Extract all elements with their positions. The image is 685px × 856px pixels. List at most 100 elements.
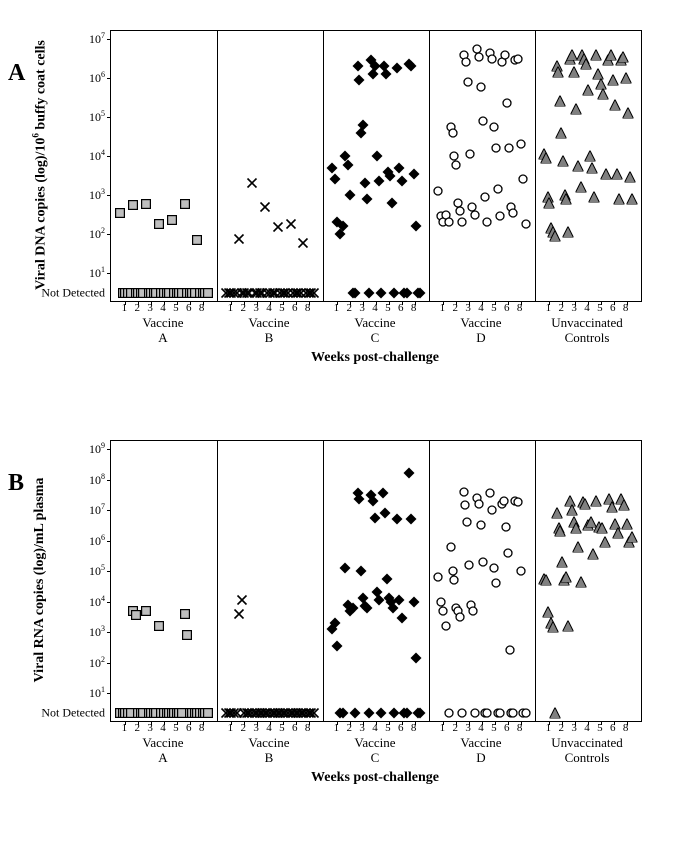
data-point xyxy=(401,288,412,299)
data-point xyxy=(272,221,283,232)
data-point xyxy=(547,622,558,633)
data-point xyxy=(406,514,417,525)
xtick-label: 3 xyxy=(571,722,577,734)
data-point xyxy=(285,219,296,230)
xtick-label: 2 xyxy=(241,722,247,734)
xtick-label: 8 xyxy=(623,302,629,314)
xtick-label: 2 xyxy=(453,302,459,314)
data-point xyxy=(396,613,407,624)
data-point xyxy=(580,498,591,509)
plot-area-b: Not Detected101102103104105106107108109 xyxy=(110,440,642,722)
data-point xyxy=(620,73,631,84)
xtick-label: 1 xyxy=(122,302,128,314)
data-point xyxy=(182,630,192,640)
data-point xyxy=(482,708,492,718)
data-point xyxy=(347,603,358,614)
data-point xyxy=(363,708,374,719)
group-label: VaccineD xyxy=(460,316,501,346)
data-point xyxy=(247,178,258,189)
data-point xyxy=(571,104,582,115)
group-label: VaccineA xyxy=(142,736,183,766)
data-point xyxy=(180,609,190,619)
group-label: VaccineD xyxy=(460,736,501,766)
xtick-label: 8 xyxy=(411,302,417,314)
data-point xyxy=(203,288,213,298)
xtick-label: 8 xyxy=(623,722,629,734)
data-point xyxy=(478,116,488,126)
data-point xyxy=(356,566,367,577)
xtick-label: 1 xyxy=(440,722,446,734)
data-point xyxy=(562,227,573,238)
data-point xyxy=(622,108,633,119)
data-point xyxy=(449,575,459,585)
data-point xyxy=(474,499,484,509)
figure-wrapper: { "background_color": "#ffffff", "plot_b… xyxy=(0,0,685,856)
group-separator xyxy=(323,441,324,721)
data-point xyxy=(358,119,369,130)
data-point xyxy=(391,63,402,74)
data-point xyxy=(505,645,515,655)
xtick-label: 5 xyxy=(279,302,285,314)
group-labels-a: VaccineAVaccineBVaccineCVaccineDUnvaccin… xyxy=(110,316,640,352)
data-point xyxy=(382,573,393,584)
data-point xyxy=(566,505,577,516)
data-point xyxy=(444,217,454,227)
data-point xyxy=(455,612,465,622)
data-point xyxy=(361,193,372,204)
data-point xyxy=(372,151,383,162)
xtick-label: 3 xyxy=(359,302,365,314)
data-point xyxy=(361,602,372,613)
xtick-label: 2 xyxy=(559,302,565,314)
xtick-label: 2 xyxy=(559,722,565,734)
xtick-label: 5 xyxy=(173,722,179,734)
xtick-label: 4 xyxy=(478,302,484,314)
data-point xyxy=(441,621,451,631)
data-point xyxy=(180,199,190,209)
group-separator xyxy=(217,441,218,721)
ytick-not-detected: Not Detected xyxy=(41,706,111,721)
data-point xyxy=(513,54,523,64)
data-point xyxy=(581,59,592,70)
group-label: VaccineC xyxy=(354,316,395,346)
xtick-label: 4 xyxy=(584,722,590,734)
data-point xyxy=(410,221,421,232)
xtick-label: 8 xyxy=(305,722,311,734)
data-point xyxy=(461,57,471,67)
data-point xyxy=(600,537,611,548)
data-point xyxy=(480,192,490,202)
xtick-label: 2 xyxy=(347,722,353,734)
data-point xyxy=(352,61,363,72)
xtick-label: 5 xyxy=(491,302,497,314)
data-point xyxy=(560,572,571,583)
data-point xyxy=(354,494,365,505)
xtick-label: 6 xyxy=(504,722,510,734)
xtick-label: 6 xyxy=(398,722,404,734)
xtick-label: 3 xyxy=(465,302,471,314)
x-axis-label-a: Weeks post-challenge xyxy=(311,350,439,366)
data-point xyxy=(446,542,456,552)
data-point xyxy=(451,160,461,170)
data-point xyxy=(569,67,580,78)
data-point xyxy=(540,152,551,163)
data-point xyxy=(433,186,443,196)
group-separator xyxy=(323,31,324,301)
data-point xyxy=(521,219,531,229)
data-point xyxy=(501,522,511,532)
data-point xyxy=(234,608,245,619)
xtick-label: 5 xyxy=(173,302,179,314)
data-point xyxy=(571,523,582,534)
data-point xyxy=(583,84,594,95)
data-point xyxy=(493,184,503,194)
xtick-label: 1 xyxy=(546,302,552,314)
data-point xyxy=(464,560,474,570)
xtick-label: 3 xyxy=(253,302,259,314)
data-point xyxy=(410,652,421,663)
data-point xyxy=(618,51,629,62)
panel-label-a: A xyxy=(8,60,25,87)
xtick-label: 8 xyxy=(305,302,311,314)
data-point xyxy=(470,708,480,718)
xtick-label: 6 xyxy=(292,302,298,314)
data-point xyxy=(203,708,213,718)
data-point xyxy=(556,127,567,138)
data-point xyxy=(588,549,599,560)
